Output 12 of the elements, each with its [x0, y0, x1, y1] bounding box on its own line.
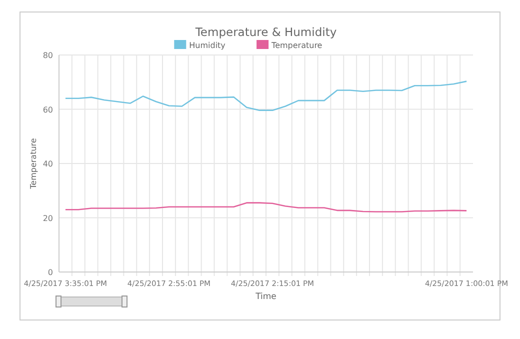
- y-axis-title: Temperature: [29, 138, 38, 190]
- line-series: [64, 80, 468, 111]
- y-tick-label: 60: [42, 105, 53, 114]
- line-series: [64, 202, 468, 212]
- chart-title: Temperature & Humidity: [194, 25, 337, 39]
- legend-label: Humidity: [189, 41, 226, 50]
- x-axis-title: Time: [254, 292, 276, 302]
- y-tick-label: 0: [48, 268, 53, 277]
- y-tick-label: 80: [42, 51, 53, 60]
- legend-label: Temperature: [270, 41, 322, 50]
- y-tick-label: 40: [42, 160, 53, 168]
- y-tick-label: 20: [42, 214, 53, 223]
